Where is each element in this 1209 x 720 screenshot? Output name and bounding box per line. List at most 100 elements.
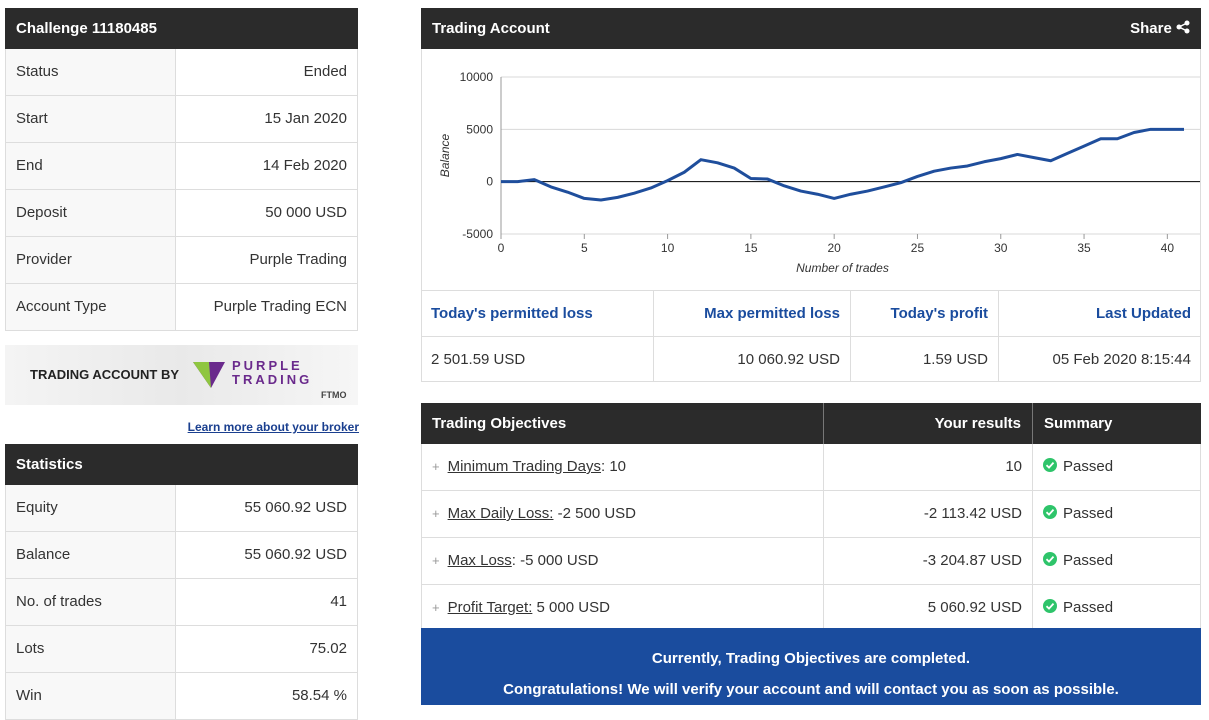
panel-header: Trading Account Share <box>421 8 1201 49</box>
row-value: 15 Jan 2020 <box>264 110 347 127</box>
table-row: End 14 Feb 2020 <box>5 143 358 190</box>
row-value: 75.02 <box>309 640 347 657</box>
objective-name[interactable]: Profit Target: <box>447 599 533 616</box>
objective-result: -3 204.87 USD <box>824 538 1033 584</box>
x-tick-label: 15 <box>744 241 758 255</box>
expand-icon: + <box>432 506 440 521</box>
objective-target: -2 500 USD <box>553 505 637 522</box>
expand-icon: + <box>432 600 440 615</box>
row-label: Status <box>6 49 176 95</box>
objective-target: 5 000 USD <box>532 599 610 616</box>
y-tick-label: 0 <box>486 175 493 189</box>
check-mark <box>1045 602 1055 610</box>
table-row: Deposit 50 000 USD <box>5 190 358 237</box>
column-header: Last Updated <box>1095 305 1191 322</box>
row-value: 14 Feb 2020 <box>262 157 347 174</box>
share-label: Share <box>1130 20 1172 37</box>
cell-value: 05 Feb 2020 8:15:44 <box>1052 351 1191 368</box>
expand-icon: + <box>432 459 440 474</box>
check-circle <box>1043 505 1057 519</box>
objective-row: + Max Loss: -5 000 USD -3 204.87 USD Passed <box>421 538 1201 585</box>
summary-cell: Passed <box>1033 491 1200 537</box>
y-tick-label: 10000 <box>460 70 494 84</box>
summary-status: Passed <box>1063 552 1114 569</box>
panel-title: Challenge 11180485 <box>5 8 358 49</box>
row-value: 58.54 % <box>291 687 347 704</box>
objective-row: + Max Daily Loss: -2 500 USD -2 113.42 USD… <box>421 491 1201 538</box>
banner-sub: FTMO <box>321 390 347 400</box>
table-row: Win 58.54 % <box>5 673 358 720</box>
table-row: Start 15 Jan 2020 <box>5 96 358 143</box>
summary-cell: Passed <box>1033 444 1200 490</box>
summary-status: Passed <box>1063 599 1114 616</box>
balance-line <box>501 127 1184 202</box>
panel-title: Statistics <box>5 444 358 485</box>
row-value: 55 060.92 USD <box>244 546 347 563</box>
table-row: No. of trades 41 <box>5 579 358 626</box>
x-tick-label: 10 <box>661 241 675 255</box>
trading-account-panel: Trading Account Share -5000 0 5000 10000 0 5 1… <box>421 8 1201 382</box>
table-row: Equity 55 060.92 USD <box>5 485 358 532</box>
objective-name[interactable]: Minimum Trading Days <box>447 458 601 475</box>
objective-cell: + Minimum Trading Days: 10 <box>422 444 824 490</box>
row-label: Win <box>6 673 176 719</box>
row-value: Purple Trading <box>249 251 347 268</box>
completion-notice: Currently, Trading Objectives are comple… <box>421 628 1201 705</box>
table-row: Lots 75.02 <box>5 626 358 673</box>
objective-name[interactable]: Max Loss <box>447 552 512 569</box>
check-icon <box>1043 552 1057 566</box>
summary-cell: Passed <box>1033 585 1200 631</box>
check-circle <box>1043 599 1057 613</box>
objective-name[interactable]: Max Daily Loss: <box>447 505 554 522</box>
check-circle <box>1043 458 1057 472</box>
row-label: Start <box>6 96 176 142</box>
x-tick-label: 0 <box>498 241 505 255</box>
x-tick-label: 25 <box>911 241 925 255</box>
row-label: Account Type <box>6 284 176 330</box>
brand-name: PURPLE TRADING <box>232 359 312 387</box>
notice-line: Congratulations! We will verify your acc… <box>503 681 1119 698</box>
objective-target: : -5 000 USD <box>511 552 599 569</box>
header-row: Trading Objectives Your results Summary <box>421 403 1201 444</box>
check-mark <box>1045 555 1055 563</box>
objective-result: 10 <box>824 444 1033 490</box>
table-row: Account Type Purple Trading ECN <box>5 284 358 331</box>
row-value: Purple Trading ECN <box>213 298 347 315</box>
y-tick-label: -5000 <box>462 227 493 241</box>
row-label: No. of trades <box>6 579 176 625</box>
column-header: Today's profit <box>851 291 999 336</box>
summary-cell: Passed <box>1033 538 1200 584</box>
objectives-table: Trading Objectives Your results Summary + Mi… <box>421 403 1201 632</box>
summary-status: Passed <box>1063 458 1114 475</box>
value-row: 2 501.59 USD 10 060.92 USD 1.59 USD 05 Feb … <box>421 337 1201 382</box>
row-value: Ended <box>303 63 347 80</box>
brand-line: PURPLE <box>232 358 303 373</box>
share-button[interactable]: Share <box>1130 8 1190 49</box>
broker-link[interactable]: Learn more about your broker <box>187 420 359 434</box>
check-icon <box>1043 505 1057 519</box>
row-value: 55 060.92 USD <box>244 499 347 516</box>
check-circle <box>1043 552 1057 566</box>
x-tick-label: 40 <box>1161 241 1175 255</box>
x-tick-label: 20 <box>827 241 841 255</box>
challenge-panel: Challenge 11180485 Status Ended Start 15 Ja… <box>5 8 358 331</box>
check-icon <box>1043 599 1057 613</box>
check-mark <box>1045 461 1055 469</box>
row-value: 41 <box>330 593 347 610</box>
broker-banner: TRADING ACCOUNT BY PURPLE TRADING FTMO <box>5 345 358 405</box>
x-tick-label: 30 <box>994 241 1008 255</box>
row-label: Deposit <box>6 190 176 236</box>
objective-result: -2 113.42 USD <box>824 491 1033 537</box>
objective-target: : 10 <box>600 458 627 475</box>
row-value: 50 000 USD <box>265 204 347 221</box>
brand-line: TRADING <box>232 372 313 387</box>
table-row: Balance 55 060.92 USD <box>5 532 358 579</box>
x-tick-label: 5 <box>581 241 588 255</box>
balance-chart: -5000 0 5000 10000 0 5 10 15 20 25 30 35 40 Number of… <box>438 70 1200 275</box>
cell-value: 10 060.92 USD <box>654 337 851 382</box>
account-table: Today's permitted loss Max permitted loss… <box>421 290 1201 382</box>
objective-cell: + Profit Target: 5 000 USD <box>422 585 824 631</box>
notice-line: Currently, Trading Objectives are comple… <box>651 650 971 667</box>
y-tick-label: 5000 <box>466 122 493 136</box>
